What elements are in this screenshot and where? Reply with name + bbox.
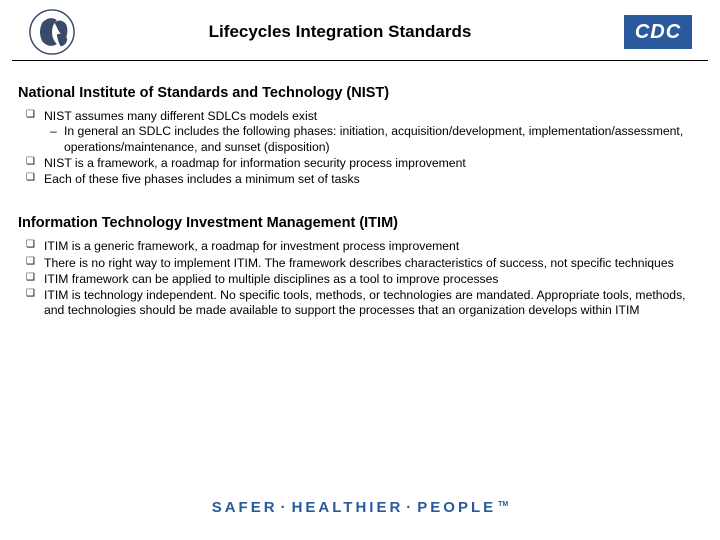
list-item: NIST assumes many different SDLCs models…: [44, 109, 702, 155]
list-item: Each of these five phases includes a min…: [44, 172, 702, 187]
section-heading-itim: Information Technology Investment Manage…: [18, 215, 702, 231]
footer-word: SAFER: [212, 499, 278, 516]
list-item: There is no right way to implement ITIM.…: [44, 256, 702, 271]
slide-title: Lifecycles Integration Standards: [76, 22, 624, 42]
trademark-icon: TM: [498, 501, 508, 508]
slide-header: Lifecycles Integration Standards CDC: [12, 0, 708, 61]
nist-bullet-list: NIST assumes many different SDLCs models…: [18, 109, 702, 187]
cdc-logo-icon: CDC: [624, 15, 692, 49]
section-heading-nist: National Institute of Standards and Tech…: [18, 85, 702, 101]
sub-list-item: In general an SDLC includes the followin…: [64, 124, 702, 155]
sub-list: In general an SDLC includes the followin…: [44, 124, 702, 155]
list-item: ITIM framework can be applied to multipl…: [44, 272, 702, 287]
list-item: NIST is a framework, a roadmap for infor…: [44, 156, 702, 171]
slide-content: National Institute of Standards and Tech…: [0, 69, 720, 319]
separator-dot-icon: ·: [406, 499, 414, 516]
footer-word: HEALTHIER: [292, 499, 404, 516]
list-item: ITIM is a generic framework, a roadmap f…: [44, 239, 702, 254]
hhs-logo-icon: [28, 8, 76, 56]
footer-word: PEOPLE: [417, 499, 496, 516]
separator-dot-icon: ·: [281, 499, 289, 516]
itim-bullet-list: ITIM is a generic framework, a roadmap f…: [18, 239, 702, 318]
list-item: ITIM is technology independent. No speci…: [44, 288, 702, 319]
footer-tagline: SAFER·HEALTHIER·PEOPLETM: [0, 499, 720, 516]
